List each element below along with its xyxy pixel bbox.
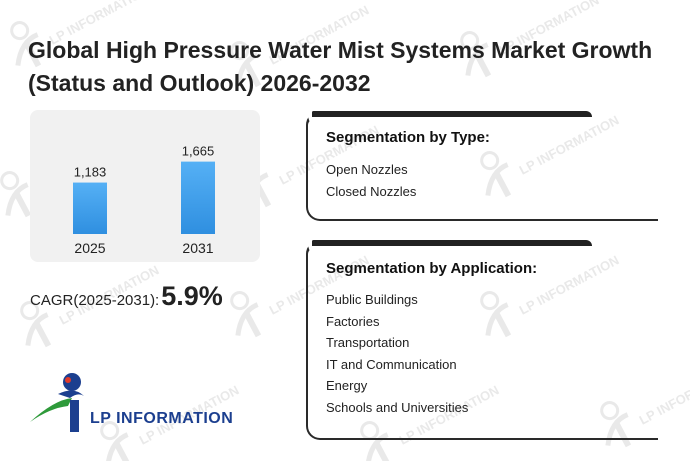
cagr: CAGR(2025-2031): 5.9% — [30, 281, 223, 312]
segmentation-by-application-panel: Segmentation by Application: Public Buil… — [306, 240, 658, 440]
logo-icon — [30, 373, 84, 432]
x-tick-label: 2031 — [182, 240, 213, 256]
segmentation-type-title: Segmentation by Type: — [326, 129, 490, 146]
segmentation-application-list: Public Buildings Factories Transportatio… — [326, 289, 468, 419]
bar-2025 — [73, 182, 107, 234]
list-item: IT and Communication — [326, 356, 457, 372]
panel-frame — [306, 240, 658, 440]
segmentation-by-type-panel: Segmentation by Type: Open Nozzles Close… — [306, 111, 658, 221]
panel-top-bar — [312, 111, 592, 117]
bar-value-label: 1,183 — [74, 165, 107, 180]
logo-text: LP INFORMATION — [90, 410, 234, 427]
page-title: Global High Pressure Water Mist Systems … — [28, 37, 653, 96]
segmentation-application-title: Segmentation by Application: — [326, 260, 538, 277]
cagr-label: CAGR(2025-2031): — [30, 292, 160, 309]
list-item: Energy — [326, 378, 368, 394]
bar-value-label: 1,665 — [182, 144, 215, 159]
segmentation-type-list: Open Nozzles Closed Nozzles — [326, 159, 416, 202]
x-tick-label: 2025 — [74, 240, 105, 256]
bar-2031 — [181, 161, 215, 234]
list-item: Transportation — [326, 335, 410, 351]
list-item: Public Buildings — [326, 292, 418, 307]
panel-frame — [306, 111, 658, 221]
panel-top-bar — [312, 240, 592, 246]
bar-chart-svg: 1,183 2025 1,665 2031 — [73, 144, 215, 256]
cagr-value: 5.9% — [161, 281, 223, 311]
list-item: Schools and Universities — [326, 399, 469, 415]
company-logo: LP INFORMATION — [28, 370, 233, 434]
list-item: Closed Nozzles — [326, 183, 417, 199]
list-item: Open Nozzles — [326, 162, 408, 177]
list-item: Factories — [326, 313, 380, 329]
bar-chart: 1,183 2025 1,665 2031 — [30, 110, 260, 262]
